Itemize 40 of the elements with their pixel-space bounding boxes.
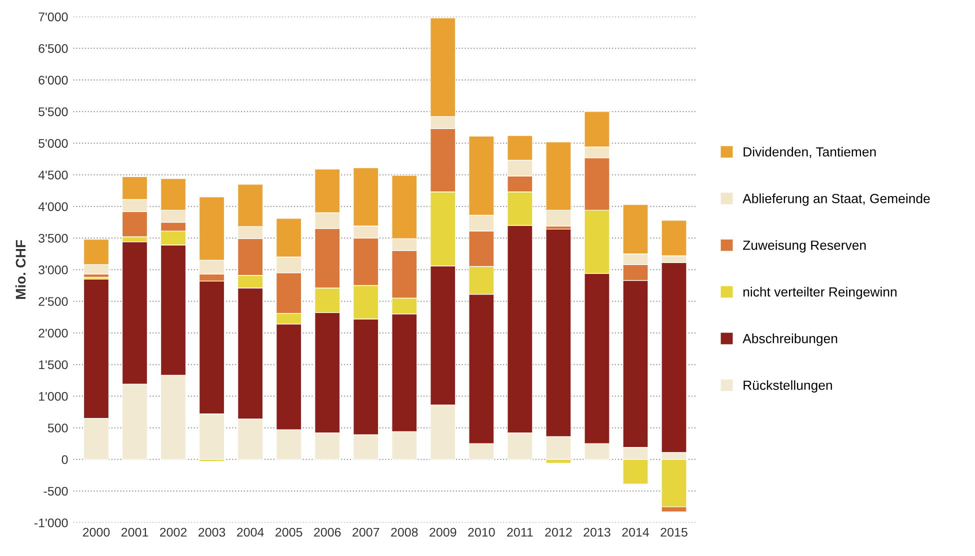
legend-label: nicht verteilter Reingewinn (743, 286, 896, 300)
y-tick-label: 6'000 (38, 76, 68, 85)
legend-label: Abschreibungen (742, 334, 838, 346)
x-tick-label: 2002 (160, 528, 187, 537)
y-tick-label: 500 (48, 424, 68, 432)
x-tick-label: 2014 (622, 528, 650, 537)
x-tick-label: 2007 (352, 528, 380, 537)
y-tick-label: 7'000 (38, 12, 68, 22)
x-tick-label: 2008 (391, 528, 418, 537)
legend-label: Dividenden, Tantiemen (744, 146, 876, 158)
y-tick-label: 4'000 (38, 202, 68, 212)
y-tick-label: 6'500 (38, 44, 68, 53)
y-tick-label: 1'000 (39, 392, 68, 401)
legend-label: Ablieferung an Staat, Gemeinde (742, 194, 930, 206)
x-tick-label: 2005 (276, 528, 302, 537)
y-tick-label: -1'000 (34, 518, 68, 528)
y-tick-label: 3'500 (38, 234, 68, 243)
x-tick-label: 2012 (545, 528, 572, 537)
x-tick-label: 2011 (507, 528, 533, 537)
y-tick-label: 4'500 (38, 170, 68, 180)
y-tick-label: 2'000 (38, 328, 68, 338)
y-tick-label: -500 (44, 486, 68, 496)
x-tick-label: 2000 (82, 528, 110, 537)
y-axis-title: Mio. CHF (15, 240, 26, 299)
y-tick-label: 5'000 (38, 138, 68, 148)
y-tick-label: 2'500 (38, 297, 68, 306)
y-tick-label: 5'500 (38, 107, 68, 116)
x-tick-label: 2006 (314, 528, 341, 537)
x-tick-label: 2013 (584, 528, 610, 537)
x-tick-label: 2004 (237, 528, 264, 537)
y-tick-label: 3'000 (38, 265, 68, 274)
x-tick-label: 2009 (430, 528, 456, 537)
x-tick-label: 2003 (198, 528, 226, 537)
x-tick-label: 2015 (660, 528, 688, 537)
y-tick-label: 0 (62, 455, 68, 464)
legend-label: Rückstellungen (744, 380, 832, 393)
y-tick-label: 1'500 (39, 360, 68, 370)
x-tick-label: 2001 (121, 528, 148, 537)
legend-label: Zuweisung Reserven (743, 240, 866, 253)
x-tick-label: 2010 (468, 528, 495, 537)
